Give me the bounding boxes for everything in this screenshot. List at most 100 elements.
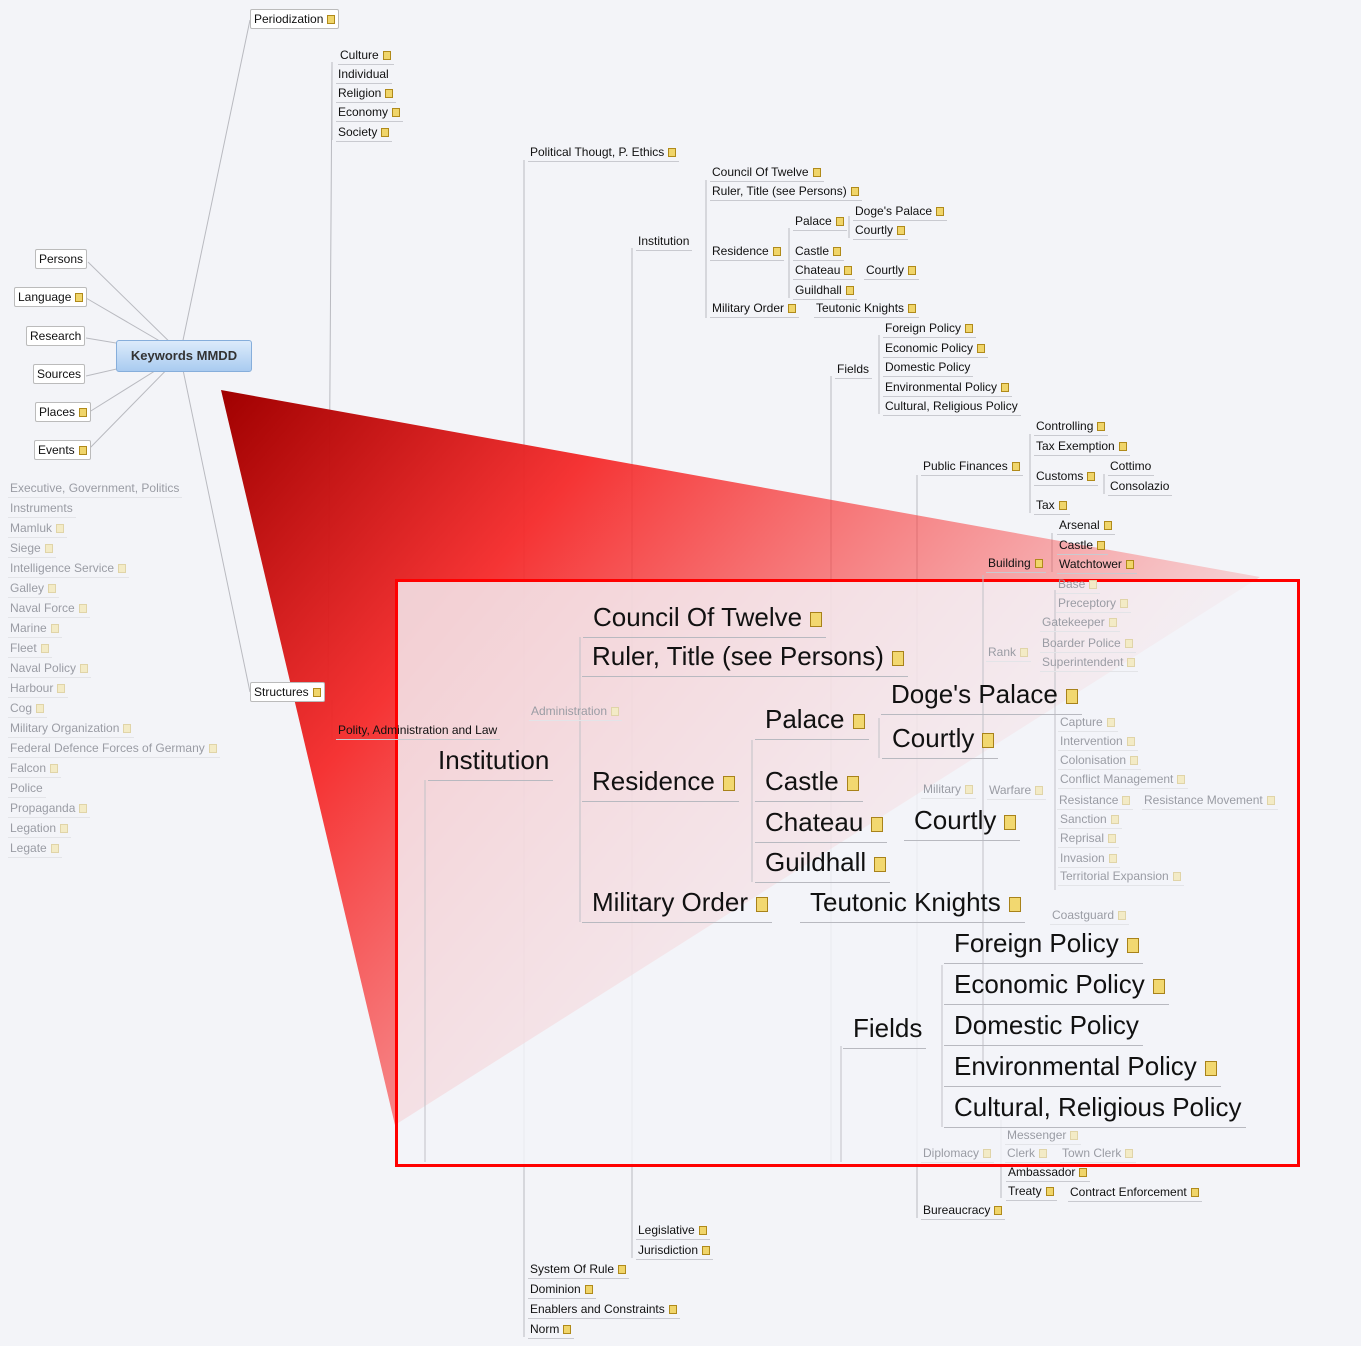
zoom-topic-residence[interactable]: Residence xyxy=(582,765,739,802)
topic-consolazio[interactable]: Consolazio xyxy=(1108,478,1173,496)
zoom-topic-doges-palace[interactable]: Doge's Palace xyxy=(881,678,1082,715)
zoom-topic-chateau[interactable]: Chateau xyxy=(755,806,888,843)
topic-tax-exemption[interactable]: Tax Exemption xyxy=(1034,438,1130,456)
topic-military-organization[interactable]: Military Organization xyxy=(8,720,135,738)
topic-religion[interactable]: Religion xyxy=(336,85,397,103)
topic-controlling[interactable]: Controlling xyxy=(1034,418,1109,436)
topic-falcon[interactable]: Falcon xyxy=(8,760,62,778)
topic-council-of-twelve[interactable]: Council Of Twelve xyxy=(710,164,824,182)
topic-messenger[interactable]: Messenger xyxy=(1005,1127,1082,1145)
topic-chateau[interactable]: Chateau xyxy=(793,262,856,280)
zoom-topic-ruler-title[interactable]: Ruler, Title (see Persons) xyxy=(582,640,908,677)
topic-tax[interactable]: Tax xyxy=(1034,497,1070,515)
topic-culture[interactable]: Culture xyxy=(338,47,394,65)
topic-enablers-constraints[interactable]: Enablers and Constraints xyxy=(528,1301,680,1319)
zoom-topic-courtly[interactable]: Courtly xyxy=(882,722,999,759)
topic-warfare[interactable]: Warfare xyxy=(987,782,1047,800)
topic-bureaucracy[interactable]: Bureaucracy xyxy=(921,1202,1006,1220)
topic-siege[interactable]: Siege xyxy=(8,540,56,558)
topic-conflict-management[interactable]: Conflict Management xyxy=(1058,771,1189,789)
topic-legislative[interactable]: Legislative xyxy=(636,1222,710,1240)
topic-political-thought[interactable]: Political Thougt, P. Ethics xyxy=(528,144,680,162)
topic-resistance[interactable]: Resistance xyxy=(1057,792,1134,810)
topic-clerk[interactable]: Clerk xyxy=(1005,1145,1051,1163)
topic-reprisal[interactable]: Reprisal xyxy=(1058,830,1120,848)
topic-residence[interactable]: Residence xyxy=(710,243,784,261)
topic-jurisdiction[interactable]: Jurisdiction xyxy=(636,1242,714,1260)
topic-economic-policy[interactable]: Economic Policy xyxy=(883,340,989,358)
topic-town-clerk[interactable]: Town Clerk xyxy=(1060,1145,1137,1163)
topic-castle[interactable]: Castle xyxy=(793,243,845,261)
zoom-topic-courtly[interactable]: Courtly xyxy=(904,804,1021,841)
topic-fields[interactable]: Fields xyxy=(835,361,873,379)
topic-persons[interactable]: Persons xyxy=(35,249,88,269)
topic-base[interactable]: Base xyxy=(1056,576,1101,594)
topic-environmental-policy[interactable]: Environmental Policy xyxy=(883,379,1013,397)
topic-public-finances[interactable]: Public Finances xyxy=(921,458,1023,476)
zoom-topic-fields[interactable]: Fields xyxy=(843,1012,927,1049)
zoom-topic-council-of-twelve[interactable]: Council Of Twelve xyxy=(583,601,827,638)
topic-sanction[interactable]: Sanction xyxy=(1058,811,1122,829)
topic-customs[interactable]: Customs xyxy=(1034,468,1099,486)
topic-treaty[interactable]: Treaty xyxy=(1006,1183,1057,1201)
zoom-topic-economic-policy[interactable]: Economic Policy xyxy=(944,968,1169,1005)
zoom-topic-military-order[interactable]: Military Order xyxy=(582,886,773,923)
topic-ambassador[interactable]: Ambassador xyxy=(1006,1164,1091,1182)
topic-foreign-policy[interactable]: Foreign Policy xyxy=(883,320,977,338)
topic-colonisation[interactable]: Colonisation xyxy=(1058,752,1142,770)
topic-polity[interactable]: Polity, Administration and Law xyxy=(336,722,501,740)
topic-harbour[interactable]: Harbour xyxy=(8,680,69,698)
zoom-topic-domestic-policy[interactable]: Domestic Policy xyxy=(944,1009,1143,1046)
topic-system-of-rule[interactable]: System Of Rule xyxy=(528,1261,630,1279)
topic-norm[interactable]: Norm xyxy=(528,1321,575,1339)
topic-superintendent[interactable]: Superintendent xyxy=(1040,654,1139,672)
zoom-topic-foreign-policy[interactable]: Foreign Policy xyxy=(944,927,1143,964)
topic-marine[interactable]: Marine xyxy=(8,620,62,638)
topic-coastguard[interactable]: Coastguard xyxy=(1050,907,1130,925)
zoom-topic-environmental-policy[interactable]: Environmental Policy xyxy=(944,1050,1221,1087)
topic-propaganda[interactable]: Propaganda xyxy=(8,800,91,818)
topic-courtly[interactable]: Courtly xyxy=(853,222,909,240)
topic-executive-government-politics[interactable]: Executive, Government, Politics xyxy=(8,480,183,498)
topic-instruments[interactable]: Instruments xyxy=(8,500,76,518)
topic-intervention[interactable]: Intervention xyxy=(1058,733,1138,751)
topic-contract-enforcement[interactable]: Contract Enforcement xyxy=(1068,1184,1202,1202)
topic-galley[interactable]: Galley xyxy=(8,580,60,598)
topic-economy[interactable]: Economy xyxy=(336,104,404,122)
topic-preceptory[interactable]: Preceptory xyxy=(1056,595,1132,613)
topic-watchtower[interactable]: Watchtower xyxy=(1057,556,1137,574)
topic-mamluk[interactable]: Mamluk xyxy=(8,520,68,538)
topic-arsenal[interactable]: Arsenal xyxy=(1057,517,1115,535)
topic-individual[interactable]: Individual xyxy=(336,66,392,84)
topic-castle[interactable]: Castle xyxy=(1057,537,1109,555)
topic-cog[interactable]: Cog xyxy=(8,700,48,718)
topic-military[interactable]: Military xyxy=(921,781,976,799)
topic-cultural-religious-policy[interactable]: Cultural, Religious Policy xyxy=(883,398,1021,416)
topic-diplomacy[interactable]: Diplomacy xyxy=(921,1145,995,1163)
topic-language[interactable]: Language xyxy=(14,287,88,307)
topic-resistance-movement[interactable]: Resistance Movement xyxy=(1142,792,1278,810)
topic-naval-force[interactable]: Naval Force xyxy=(8,600,90,618)
topic-places[interactable]: Places xyxy=(35,402,92,422)
topic-doges-palace[interactable]: Doge's Palace xyxy=(853,203,948,221)
zoom-topic-cultural-religious-policy[interactable]: Cultural, Religious Policy xyxy=(944,1091,1246,1128)
topic-events[interactable]: Events xyxy=(34,440,91,460)
topic-building[interactable]: Building xyxy=(986,555,1046,573)
topic-fleet[interactable]: Fleet xyxy=(8,640,52,658)
topic-invasion[interactable]: Invasion xyxy=(1058,850,1120,868)
topic-cottimo[interactable]: Cottimo xyxy=(1108,458,1155,476)
topic-administration[interactable]: Administration xyxy=(529,703,623,721)
topic-legate[interactable]: Legate xyxy=(8,840,62,858)
topic-dominion[interactable]: Dominion xyxy=(528,1281,596,1299)
topic-ruler-title[interactable]: Ruler, Title (see Persons) xyxy=(710,183,862,201)
topic-society[interactable]: Society xyxy=(336,124,393,142)
topic-guildhall[interactable]: Guildhall xyxy=(793,282,857,300)
zoom-topic-guildhall[interactable]: Guildhall xyxy=(755,846,891,883)
zoom-topic-teutonic-knights[interactable]: Teutonic Knights xyxy=(800,886,1025,923)
topic-teutonic-knights[interactable]: Teutonic Knights xyxy=(814,300,920,318)
topic-periodization[interactable]: Periodization xyxy=(250,9,340,29)
zoom-topic-institution[interactable]: Institution xyxy=(428,744,554,781)
zoom-topic-palace[interactable]: Palace xyxy=(755,703,869,740)
topic-research[interactable]: Research xyxy=(26,326,86,346)
topic-rank[interactable]: Rank xyxy=(986,644,1032,662)
